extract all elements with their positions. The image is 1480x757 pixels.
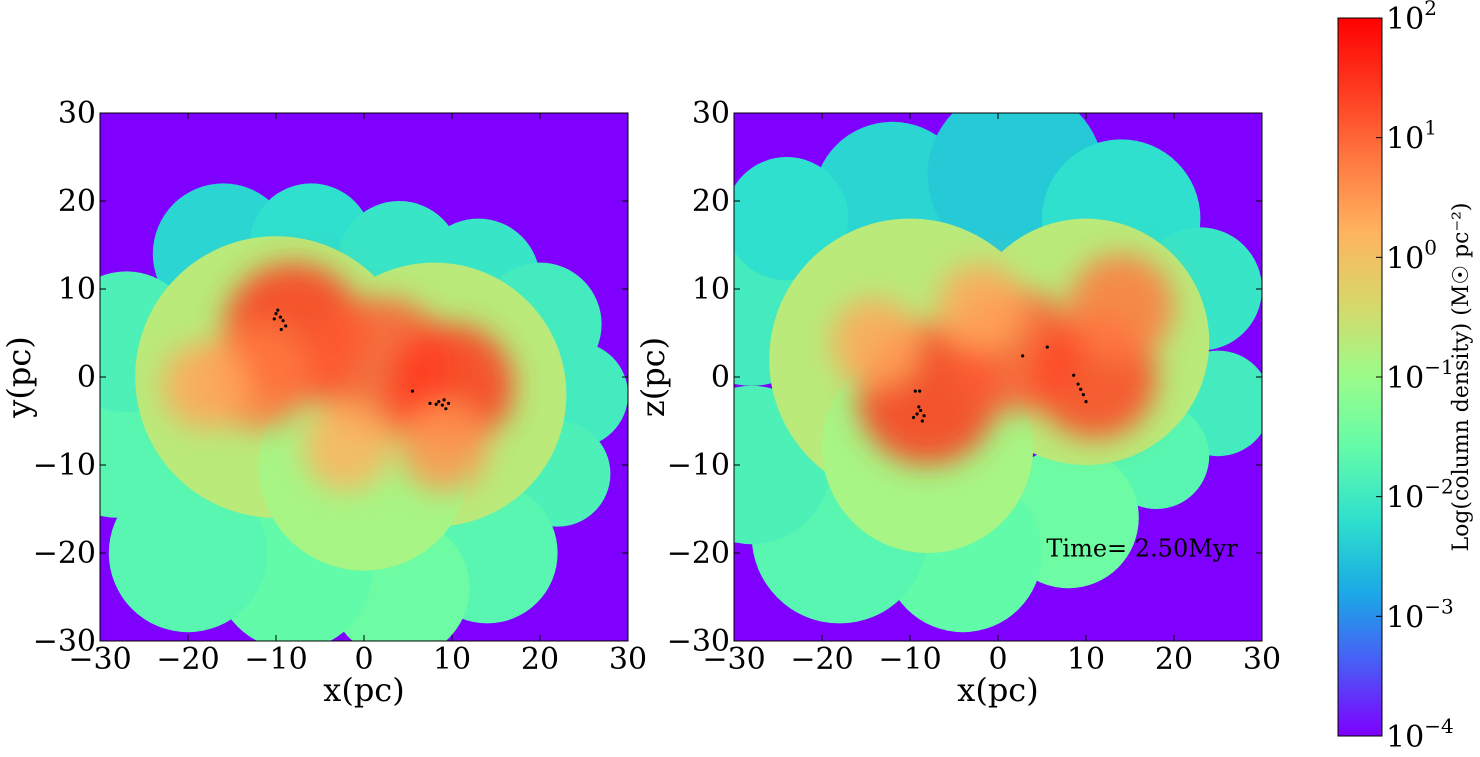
star-point [1084,400,1088,404]
star-point [918,389,922,393]
x-tick-label: −10 [244,642,307,677]
y-tick-label: −20 [667,536,730,571]
star-point [442,398,446,402]
colorbar-tick-label: 101 [1386,116,1437,157]
y-tick-label: −20 [33,536,96,571]
star-point [444,407,448,411]
x-tick-label: −20 [790,642,853,677]
colorbar-gradient [1337,17,1383,737]
dense-blob [399,403,488,492]
x-axis-label: x(pc) [323,671,404,709]
star-particles [272,308,451,411]
y-tick-label: 10 [58,272,96,307]
x-tick-label: 30 [609,642,647,677]
y-tick-label: 0 [711,360,730,395]
x-tick-label: 20 [1155,642,1193,677]
y-tick-label: −10 [33,448,96,483]
y-tick-label: 20 [692,184,730,219]
star-point [410,389,414,393]
star-point [915,412,919,416]
x-tick-label: 0 [354,642,373,677]
star-point [1072,373,1076,377]
colorbar: 102 101 100 10−1 10−2 10−3 10−4 Log(column dens… [1337,0,1474,755]
x-axis-label: x(pc) [957,671,1038,709]
star-point [276,308,280,312]
cloud-blob [108,473,268,633]
star-point [284,324,288,328]
colorbar-tick-label: 102 [1386,0,1437,37]
dense-blob [161,341,250,430]
y-axis-label: z(pc) [634,337,672,417]
star-point [440,403,444,407]
dense-gas [161,262,514,492]
x-tick-label: 20 [521,642,559,677]
y-axis-label: y(pc) [0,336,38,418]
x-tick-label: −10 [878,642,941,677]
x-tick-label: 30 [1243,642,1281,677]
star-particles [911,345,1088,423]
star-point [917,405,921,409]
y-tick-label: 30 [692,96,730,131]
star-point [1021,354,1025,358]
star-point [920,419,924,423]
x-tick-label: −30 [68,642,131,677]
x-tick-label: −20 [156,642,219,677]
dense-blob [936,262,1025,351]
star-point [428,401,432,405]
colorbar-tick-label: 10−4 [1386,714,1454,755]
dense-gas [830,253,1174,465]
colorbar-tick-label: 10−3 [1386,594,1454,635]
x-tick-label: 10 [1067,642,1105,677]
star-point [922,414,926,418]
star-point [1079,387,1083,391]
time-annotation: Time= 2.50Myr [1046,535,1238,563]
y-tick-label: −10 [667,448,730,483]
star-point [1076,382,1080,386]
y-tick-label: 20 [58,184,96,219]
y-tick-label: 10 [692,272,730,307]
x-tick-label: 0 [988,642,1007,677]
star-point [272,317,276,321]
x-tick-label: 10 [433,642,471,677]
plot-area [734,113,1262,641]
colorbar-tick-label: 10−1 [1386,355,1454,396]
y-tick-label: 30 [58,96,96,131]
colorbar-label: Log(column density) (M☉ pc⁻²) [1449,202,1474,551]
dense-blob [302,403,391,492]
panel-xy: −30 −20 −10 0 10 20 30 30 20 10 0 −10 −20 −30 x(pc) y(p… [0,96,647,709]
star-point [918,408,923,413]
plot-area [100,113,628,641]
star-point [913,389,917,393]
star-point [274,312,278,316]
star-point [434,402,438,406]
star-point [1081,393,1085,397]
dense-blob [830,297,919,386]
y-tick-label: 0 [77,360,96,395]
y-tick-label: −30 [667,624,730,659]
star-point [279,327,283,332]
panel-xz: −30 −20 −10 0 10 20 30 30 20 10 0 −10 −20 −30 x(pc) z(p… [634,96,1281,709]
star-point [911,415,916,420]
cloud-blob [734,157,849,281]
star-point [437,400,441,404]
dense-blob [1068,253,1174,360]
star-point [446,401,451,405]
star-point [281,319,285,323]
star-point [1045,345,1049,349]
star-point [278,315,282,319]
x-tick-label: −30 [702,642,765,677]
colorbar-tick-label: 10−2 [1386,475,1454,516]
y-tick-label: −30 [33,624,96,659]
colorbar-tick-label: 100 [1386,235,1437,276]
